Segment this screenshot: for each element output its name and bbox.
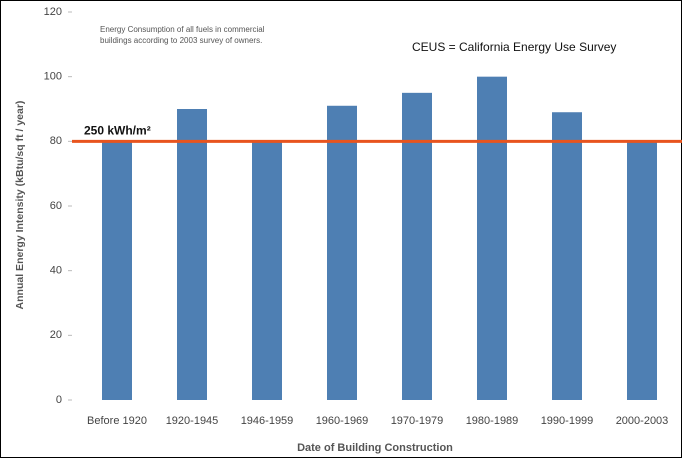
x-axis-title: Date of Building Construction — [297, 442, 453, 454]
y-tick-label: 0 — [56, 394, 62, 406]
reference-label: 250 kWh/m² — [84, 124, 151, 138]
x-tick-label: 1960-1969 — [316, 415, 369, 427]
bar — [177, 109, 207, 400]
bar — [327, 105, 357, 401]
x-tick-label: 1980-1989 — [466, 415, 519, 427]
y-tick-label: 120 — [44, 6, 62, 18]
bar — [252, 141, 282, 401]
bar — [402, 92, 432, 400]
x-tick-label: Before 1920 — [87, 415, 147, 427]
x-tick-label: 1990-1999 — [541, 415, 594, 427]
annotation: Energy Consumption of all fuels in comme… — [100, 25, 265, 34]
x-tick-label: 1946-1959 — [241, 415, 294, 427]
x-tick-label: 1920-1945 — [166, 415, 219, 427]
y-axis-title: Annual Energy Intensity (kBtu/sq ft / ye… — [14, 101, 26, 310]
y-tick-label: 60 — [50, 200, 62, 212]
x-tick-label: 2000-2003 — [616, 415, 669, 427]
y-tick-label: 20 — [50, 329, 62, 341]
annotation: buildings according to 2003 survey of ow… — [100, 36, 262, 45]
x-tick-label: 1970-1979 — [391, 415, 444, 427]
y-tick-label: 40 — [50, 265, 62, 277]
y-tick-label: 80 — [50, 135, 62, 147]
bar — [552, 112, 582, 400]
bar — [477, 76, 507, 401]
bar — [627, 141, 657, 401]
y-tick-label: 100 — [44, 71, 62, 83]
note: CEUS = California Energy Use Survey — [412, 40, 616, 54]
bar — [102, 141, 132, 401]
